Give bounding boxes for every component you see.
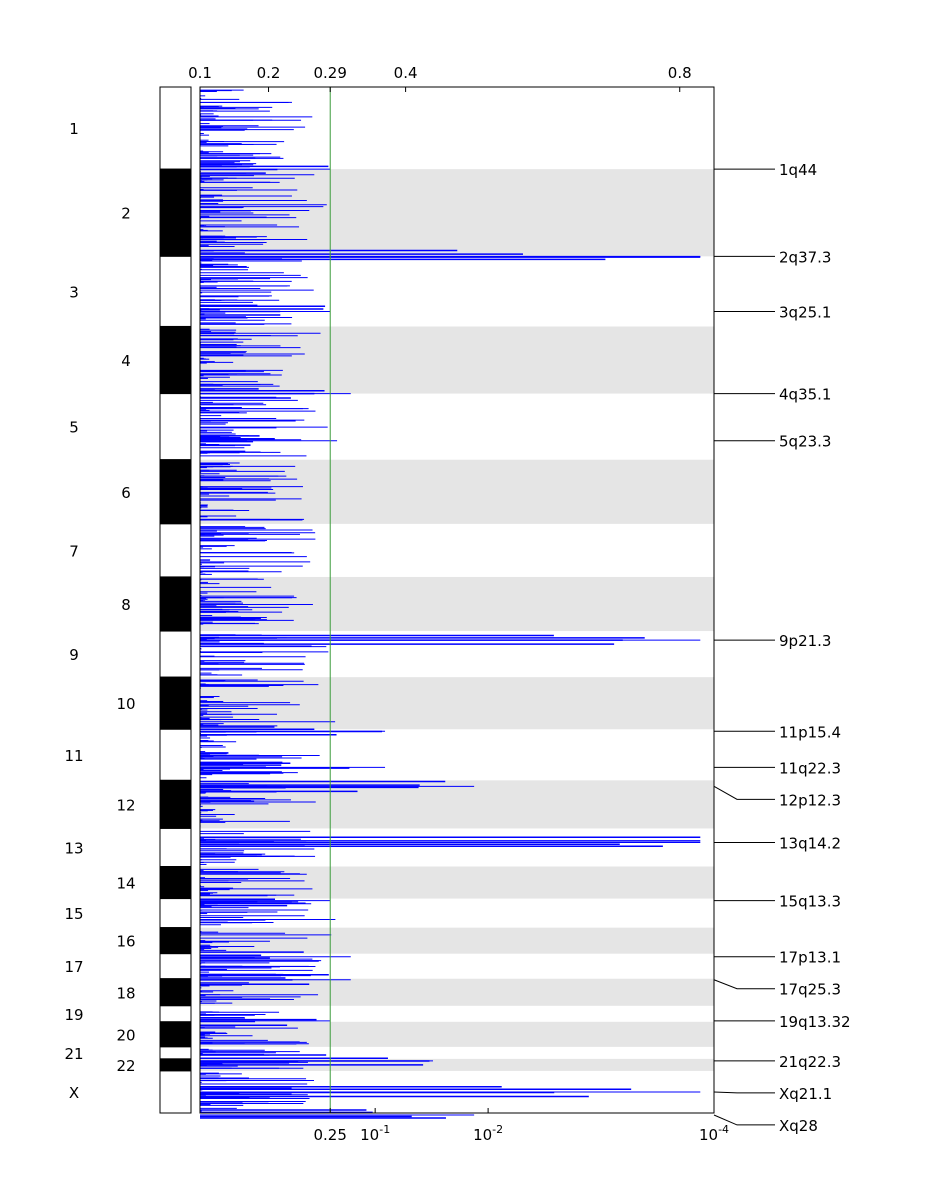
peak-label: 4q35.1: [779, 386, 831, 404]
chromosome-label: 8: [121, 596, 131, 614]
chromosome-label: 20: [116, 1026, 135, 1044]
chromosome-label: 13: [64, 839, 83, 857]
ideogram-segment: [159, 676, 192, 730]
chromosome-label: 12: [116, 796, 135, 814]
chromosome-band: [200, 927, 714, 954]
peak-label: Xq21.1: [779, 1085, 832, 1103]
ideogram-segment: [159, 978, 192, 1007]
chromosome-label: 18: [116, 984, 135, 1002]
peak-label: 21q22.3: [779, 1053, 841, 1071]
peak-connector: [713, 1091, 775, 1094]
peak-label: 3q25.1: [779, 303, 831, 321]
peak-label: 5q23.3: [779, 433, 831, 451]
ideogram-segment: [159, 1058, 192, 1072]
peak-label: 19q13.32: [779, 1013, 851, 1031]
ideogram-segment: [159, 1046, 192, 1060]
chromosome-label: 2: [121, 205, 131, 223]
ideogram-segment: [159, 927, 192, 955]
chromosome-label: 7: [69, 542, 79, 560]
peak-labels: 1q44 2q37.3 3q25.1 4q35.1 5q23.3 9p21.3 11p15.…: [713, 161, 851, 1135]
peak-label: 13q14.2: [779, 834, 841, 852]
ideogram-segment: [159, 827, 192, 868]
chromosome-band: [200, 866, 714, 899]
chromosome-band: [200, 326, 714, 394]
peak-label: 12p12.3: [779, 791, 841, 809]
peak-label: 1q44: [779, 161, 817, 179]
chromosome-band: [200, 780, 714, 829]
chromosome-band: [200, 1058, 714, 1071]
bottom-axis-tick-label: 10-2: [473, 1123, 503, 1144]
chromosome-band: [200, 459, 714, 524]
top-axis-tick-label: 0.8: [668, 64, 692, 82]
bottom-axis: 0.25 10-1 10-2 10-4: [314, 1108, 729, 1144]
score-bars: [200, 89, 701, 1119]
peak-connector: [713, 785, 775, 800]
peak-connector: [713, 979, 775, 990]
chromosome-label: 22: [116, 1057, 135, 1075]
peak-label: Xq28: [779, 1117, 818, 1135]
chromosome-label: 5: [69, 419, 79, 437]
ideogram-segment: [159, 523, 192, 578]
ideogram-segment: [159, 459, 192, 525]
chromosome-label: 16: [116, 933, 135, 951]
chromosome-band: [200, 677, 714, 730]
chromosome-label: 1: [69, 120, 79, 138]
ideogram-segment: [159, 576, 192, 632]
chromosome-label: 6: [121, 484, 131, 502]
ideogram-segment: [159, 325, 192, 395]
ideogram-segment: [159, 898, 192, 929]
chromosome-label: 17: [64, 958, 83, 976]
chromosome-label: 15: [64, 905, 83, 923]
chromosome-band: [200, 978, 714, 1006]
peak-label: 9p21.3: [779, 632, 831, 650]
peak-connector: [713, 1114, 775, 1126]
chromosome-label: 10: [116, 695, 135, 713]
bottom-axis-tick-label: 10-4: [699, 1123, 729, 1144]
plot-frame: [199, 86, 715, 1114]
peak-label: 2q37.3: [779, 248, 831, 266]
ideogram-segment: [159, 779, 192, 829]
top-axis: 0.1 0.2 0.29 0.4 0.8: [188, 64, 692, 92]
chromosome-label: 19: [64, 1006, 83, 1024]
chromosome-label: 4: [121, 352, 131, 370]
ideogram-segment: [159, 866, 192, 900]
chromosome-ideogram: [159, 86, 192, 1114]
ideogram-segment: [159, 728, 192, 781]
top-axis-tick-label: 0.2: [257, 64, 281, 82]
ideogram-segment: [159, 1005, 192, 1023]
ideogram-segment: [159, 86, 192, 170]
chromosome-label: 3: [69, 283, 79, 301]
ideogram-segment: [159, 1070, 192, 1114]
chromosome-label: 11: [64, 747, 83, 765]
peak-label: 11p15.4: [779, 723, 841, 741]
ideogram-segment: [159, 168, 192, 257]
top-axis-tick-label: 0.4: [394, 64, 418, 82]
peak-label: 15q13.3: [779, 893, 841, 911]
peak-label: 17p13.1: [779, 949, 841, 967]
chromosome-bands: [200, 169, 714, 1071]
ideogram-segment: [159, 1021, 192, 1048]
top-axis-tick-label: 0.1: [188, 64, 212, 82]
ideogram-segment: [159, 953, 192, 980]
ideogram-segment: [159, 630, 192, 678]
chromosome-label: 9: [69, 646, 79, 664]
peak-label: 11q22.3: [779, 759, 841, 777]
bottom-axis-tick-label: 0.25: [314, 1126, 347, 1144]
chromosome-band: [200, 169, 714, 257]
chromosome-label: 21: [64, 1045, 83, 1063]
top-axis-tick-label: 0.29: [314, 64, 347, 82]
chromosome-label: X: [69, 1084, 79, 1102]
ideogram-segment: [159, 393, 192, 461]
bottom-axis-tick-label: 10-1: [360, 1123, 390, 1144]
peak-label: 17q25.3: [779, 981, 841, 999]
ideogram-segment: [159, 255, 192, 327]
chromosome-label: 14: [116, 875, 135, 893]
